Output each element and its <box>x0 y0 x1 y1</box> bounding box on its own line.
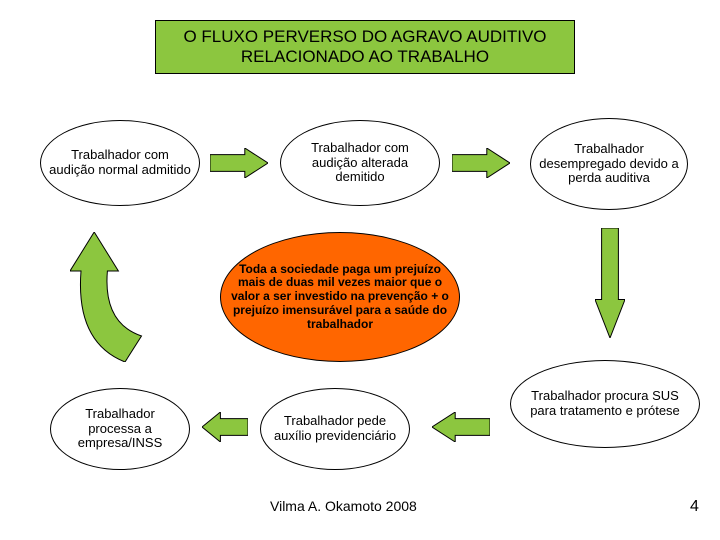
arrow-2 <box>452 148 510 178</box>
node-worker-admitted: Trabalhador com audição normal admitido <box>40 120 200 206</box>
node-text: Toda a sociedade paga um prejuízo mais d… <box>229 263 451 332</box>
node-worker-dismissed: Trabalhador com audição alterada demitid… <box>280 120 440 206</box>
node-society-cost: Toda a sociedade paga um prejuízo mais d… <box>220 232 460 362</box>
node-text: Trabalhador processa a empresa/INSS <box>59 407 181 452</box>
arrow-5 <box>202 412 248 442</box>
node-text: Trabalhador com audição alterada demitid… <box>289 141 431 186</box>
arrow-4 <box>432 412 490 442</box>
title-line2: RELACIONADO AO TRABALHO <box>183 47 546 67</box>
title-line1: O FLUXO PERVERSO DO AGRAVO AUDITIVO <box>183 27 546 47</box>
node-text: Trabalhador com audição normal admitido <box>49 148 191 178</box>
node-text: Trabalhador desempregado devido a perda … <box>539 142 679 187</box>
node-worker-sues: Trabalhador processa a empresa/INSS <box>50 388 190 470</box>
arrow-1 <box>210 148 268 178</box>
node-worker-benefit: Trabalhador pede auxílio previdenciário <box>260 388 410 470</box>
title-text: O FLUXO PERVERSO DO AGRAVO AUDITIVO RELA… <box>183 27 546 67</box>
arrow-6-curved <box>70 232 180 362</box>
node-text: Trabalhador procura SUS para tratamento … <box>519 389 691 419</box>
arrow-3 <box>595 228 625 338</box>
node-worker-sus: Trabalhador procura SUS para tratamento … <box>510 360 700 448</box>
footer-credit: Vilma A. Okamoto 2008 <box>270 498 417 514</box>
node-worker-unemployed: Trabalhador desempregado devido a perda … <box>530 118 688 210</box>
title-box: O FLUXO PERVERSO DO AGRAVO AUDITIVO RELA… <box>155 20 575 74</box>
page-number: 4 <box>690 498 699 516</box>
node-text: Trabalhador pede auxílio previdenciário <box>269 414 401 444</box>
